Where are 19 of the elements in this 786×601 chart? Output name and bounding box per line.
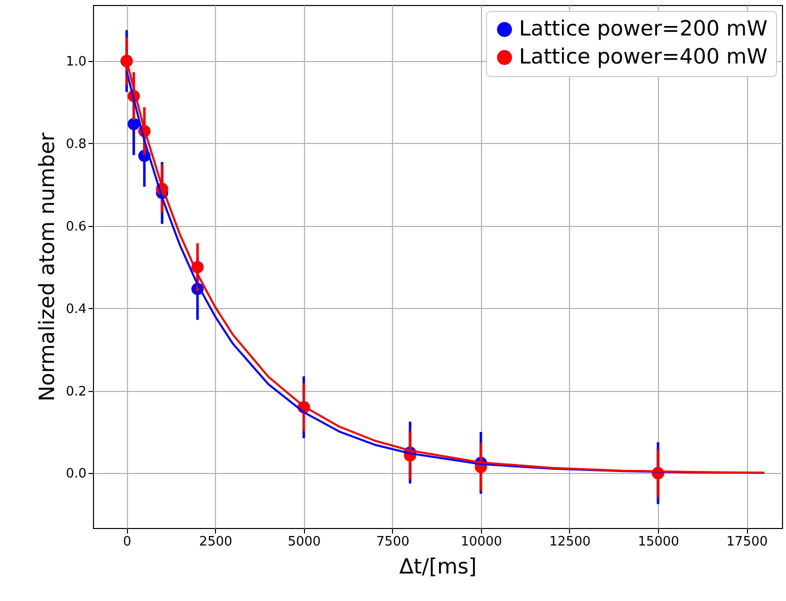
x-tick-label: 10000 bbox=[460, 534, 502, 550]
x-tick-label: 12500 bbox=[549, 534, 591, 550]
y-tick-label: 0.2 bbox=[66, 384, 86, 400]
y-tick-label: 1.0 bbox=[66, 54, 86, 70]
x-tick-label: 5000 bbox=[288, 534, 321, 550]
y-tick-label: 0.6 bbox=[66, 219, 86, 234]
legend-label: Lattice power=200 mW bbox=[519, 16, 768, 40]
y-axis-title: Normalized atom number bbox=[34, 132, 59, 402]
x-tick-label: 15000 bbox=[638, 534, 680, 550]
x-axis-title: Δt/[ms] bbox=[399, 554, 477, 578]
y-tick-label: 0.8 bbox=[66, 136, 86, 152]
legend-label: Lattice power=400 mW bbox=[519, 44, 768, 68]
x-tick-label: 7500 bbox=[376, 534, 410, 550]
x-tick-label: 2500 bbox=[199, 534, 232, 550]
x-tick-label: 0 bbox=[123, 534, 132, 550]
point bbox=[128, 118, 140, 130]
x-tick-label: 17500 bbox=[726, 534, 768, 550]
y-tick-label: 0.4 bbox=[66, 302, 86, 317]
y-tick-label: 0.0 bbox=[66, 466, 86, 482]
